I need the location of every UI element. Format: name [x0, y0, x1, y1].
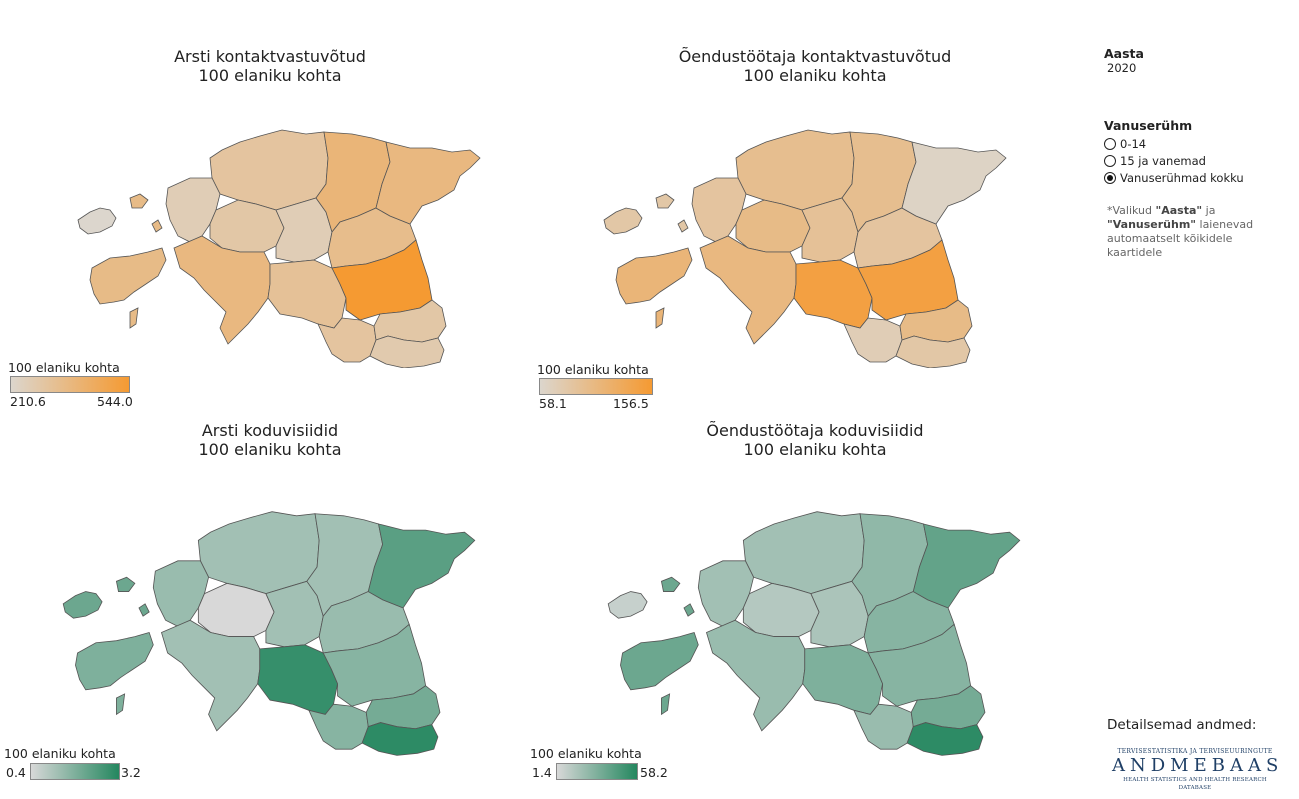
- county-jarvamaa[interactable]: [810, 580, 869, 648]
- county-saaremaa[interactable]: [620, 631, 699, 716]
- county-rapla[interactable]: [197, 582, 275, 638]
- county-hiiumaa[interactable]: [62, 591, 103, 619]
- map3-estonia-choropleth[interactable]: [55, 505, 485, 760]
- details-label: Detailsemad andmed:: [1107, 717, 1257, 733]
- county-parnu[interactable]: [705, 619, 806, 732]
- county-saaremaa[interactable]: [75, 631, 154, 716]
- map1-legend-gradient: [10, 376, 130, 393]
- map1-legend: 100 elaniku kohta 210.6 544.0: [8, 360, 133, 409]
- county-ida-viru[interactable]: [375, 141, 481, 225]
- radio-15-plus[interactable]: [1104, 154, 1116, 167]
- county-jarvamaa[interactable]: [275, 197, 333, 263]
- county-harjumaa[interactable]: [197, 511, 320, 595]
- map4-title: Õendustöötaja koduvisiidid 100 elaniku k…: [706, 421, 924, 459]
- year-label: Aasta: [1104, 46, 1144, 61]
- county-rapla[interactable]: [742, 582, 820, 638]
- map1-title: Arsti kontaktvastuvõtud 100 elaniku koht…: [174, 47, 366, 85]
- county-laane[interactable]: [697, 560, 755, 627]
- county-saaremaa[interactable]: [89, 247, 167, 329]
- county-ida-viru[interactable]: [901, 141, 1007, 225]
- map2-title: Õendustöötaja kontaktvastuvõtud 100 elan…: [678, 47, 952, 85]
- map2-estonia-choropleth[interactable]: [596, 128, 1016, 368]
- county-jarvamaa[interactable]: [801, 197, 859, 263]
- county-laane[interactable]: [152, 560, 210, 627]
- county-voru[interactable]: [895, 335, 971, 368]
- county-harjumaa[interactable]: [742, 511, 865, 595]
- map4-estonia-choropleth[interactable]: [600, 505, 1030, 760]
- map4-legend: 100 elaniku kohta 1.4 58.2: [530, 746, 668, 780]
- county-rapla[interactable]: [735, 199, 811, 253]
- county-ida-viru[interactable]: [912, 523, 1021, 609]
- county-hiiumaa[interactable]: [77, 207, 117, 235]
- county-laane[interactable]: [165, 177, 221, 243]
- radio-0-14[interactable]: [1104, 137, 1116, 150]
- county-hiiumaa[interactable]: [603, 207, 643, 235]
- map3-legend: 100 elaniku kohta 0.4 3.2: [4, 746, 141, 780]
- county-saare-islands[interactable]: [129, 193, 163, 233]
- age-option-0-14[interactable]: 0-14: [1104, 135, 1244, 152]
- county-ida-viru[interactable]: [367, 523, 476, 609]
- map3-legend-gradient: [30, 763, 120, 780]
- county-parnu[interactable]: [699, 235, 797, 345]
- map1-estonia-choropleth[interactable]: [70, 128, 490, 368]
- county-saare-islands[interactable]: [655, 193, 689, 233]
- county-saare-islands[interactable]: [115, 576, 150, 617]
- county-harjumaa[interactable]: [209, 129, 329, 211]
- county-voru[interactable]: [361, 722, 439, 756]
- county-voru[interactable]: [906, 722, 984, 756]
- map2-legend: 100 elaniku kohta 58.1 156.5: [537, 362, 667, 412]
- county-parnu[interactable]: [173, 235, 271, 345]
- age-group-filter: Vanuserühm 0-14 15 ja vanemad Vanuserühm…: [1104, 118, 1244, 186]
- map3-title: Arsti koduvisiidid 100 elaniku kohta: [198, 421, 342, 459]
- county-laane[interactable]: [691, 177, 747, 243]
- county-rapla[interactable]: [209, 199, 285, 253]
- county-jarvamaa[interactable]: [265, 580, 324, 648]
- radio-total-selected[interactable]: [1104, 171, 1116, 184]
- age-option-total[interactable]: Vanuserühmad kokku: [1104, 169, 1244, 186]
- county-voru[interactable]: [369, 335, 445, 368]
- age-group-label: Vanuserühm: [1104, 118, 1193, 133]
- county-parnu[interactable]: [160, 619, 261, 732]
- year-filter[interactable]: Aasta 2020: [1104, 46, 1144, 75]
- county-harjumaa[interactable]: [735, 129, 855, 211]
- county-hiiumaa[interactable]: [607, 591, 648, 619]
- county-saare-islands[interactable]: [660, 576, 695, 617]
- filter-note: *Valikud "Aasta" ja "Vanuserühm" laienev…: [1107, 204, 1254, 259]
- map2-legend-gradient: [539, 378, 653, 395]
- map4-legend-gradient: [556, 763, 638, 780]
- andmebaas-logo[interactable]: TERVISESTATISTIKA JA TERVISEUURINGUTE AN…: [1112, 748, 1284, 791]
- age-option-15-plus[interactable]: 15 ja vanemad: [1104, 152, 1244, 169]
- county-saaremaa[interactable]: [615, 247, 693, 329]
- year-value[interactable]: 2020: [1107, 61, 1137, 75]
